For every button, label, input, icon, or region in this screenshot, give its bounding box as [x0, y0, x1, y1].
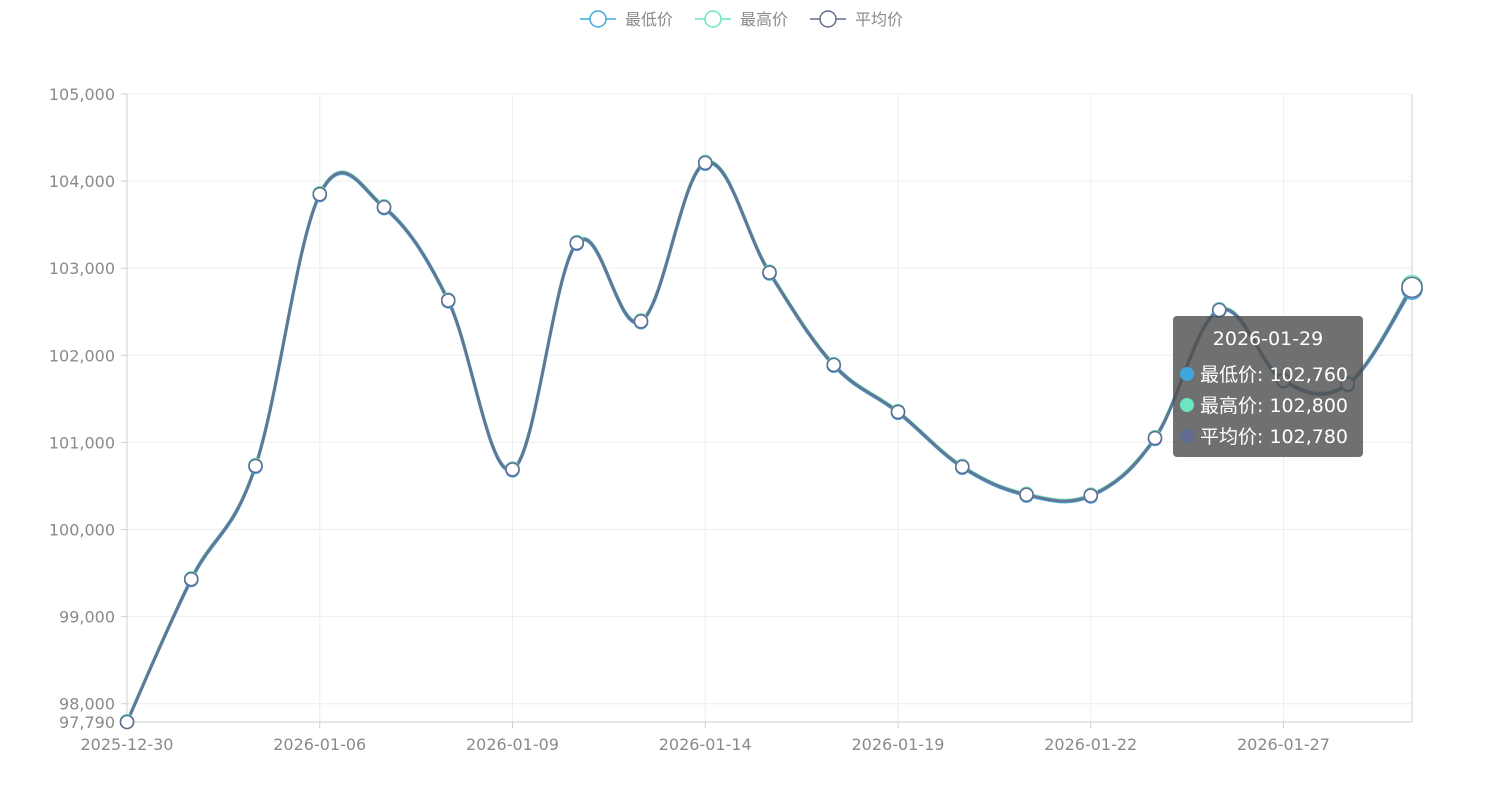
legend-item[interactable]: 最高价 [695, 10, 788, 29]
tooltip-row-min: 最低价: 102,760 [1180, 360, 1349, 386]
legend-label: 最低价 [625, 10, 673, 29]
data-point[interactable] [1401, 276, 1423, 299]
data-point[interactable] [762, 265, 777, 280]
y-tick-label: 98,000 [59, 695, 115, 714]
y-tick-label: 105,000 [49, 85, 115, 104]
legend[interactable]: 最低价 最高价 平均价 [580, 10, 903, 29]
data-point[interactable] [1083, 488, 1099, 503]
tooltip-row-max: 最高价: 102,800 [1180, 391, 1349, 417]
data-point[interactable] [569, 235, 585, 251]
x-tick-label: 2026-01-14 [659, 735, 752, 754]
data-point[interactable] [954, 459, 970, 475]
tooltip-marker [1180, 366, 1194, 381]
data-point[interactable] [248, 458, 263, 474]
y-tick-label: 102,000 [49, 346, 115, 365]
data-point[interactable] [1147, 430, 1163, 446]
x-tick-label: 2026-01-09 [466, 735, 559, 754]
data-point[interactable] [312, 186, 328, 202]
legend-item[interactable]: 平均价 [810, 10, 903, 29]
y-tick-label: 100,000 [49, 521, 115, 540]
tooltip-marker [1180, 428, 1194, 443]
tooltip-row-avg: 平均价: 102,780 [1180, 422, 1349, 448]
tooltip-title: 2026-01-29 [1212, 328, 1324, 350]
legend-label: 最高价 [740, 10, 788, 29]
x-tick-label: 2026-01-27 [1237, 735, 1330, 754]
y-tick-label: 103,000 [49, 259, 115, 278]
y-tick-label: 104,000 [49, 172, 115, 191]
data-point[interactable] [826, 357, 842, 373]
tooltip-label: 最高价: 102,800 [1200, 395, 1349, 417]
y-tick-label: 97,790 [59, 713, 115, 732]
y-tick-label: 99,000 [59, 608, 115, 627]
y-tick-label: 101,000 [49, 433, 115, 452]
legend-marker [819, 10, 837, 28]
x-tick-label: 2025-12-30 [81, 735, 174, 754]
data-point[interactable] [1211, 302, 1227, 318]
x-tick-label: 2026-01-06 [273, 735, 366, 754]
data-point[interactable] [697, 155, 713, 171]
legend-label: 平均价 [855, 10, 903, 29]
legend-item[interactable]: 最低价 [580, 10, 673, 29]
legend-marker [589, 10, 607, 28]
data-point[interactable] [440, 293, 456, 308]
x-tick-label: 2026-01-19 [852, 735, 945, 754]
tooltip-label: 平均价: 102,780 [1200, 426, 1349, 448]
tooltip: 2026-01-29 最低价: 102,760 最高价: 102,800 平均价… [1173, 316, 1363, 457]
tooltip-label: 最低价: 102,760 [1200, 364, 1349, 386]
data-point[interactable] [1019, 487, 1034, 502]
data-point[interactable] [119, 714, 135, 730]
data-point[interactable] [890, 404, 906, 420]
x-tick-label: 2026-01-22 [1044, 735, 1137, 754]
data-point[interactable] [183, 571, 199, 587]
data-point[interactable] [376, 199, 392, 215]
legend-marker [704, 10, 722, 28]
tooltip-marker [1180, 397, 1194, 412]
data-point[interactable] [633, 314, 649, 329]
data-point[interactable] [505, 462, 520, 477]
